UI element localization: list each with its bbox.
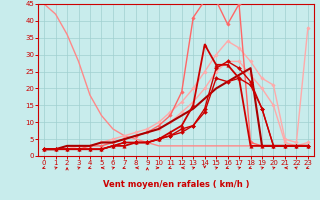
X-axis label: Vent moyen/en rafales ( km/h ): Vent moyen/en rafales ( km/h ) [103, 180, 249, 189]
